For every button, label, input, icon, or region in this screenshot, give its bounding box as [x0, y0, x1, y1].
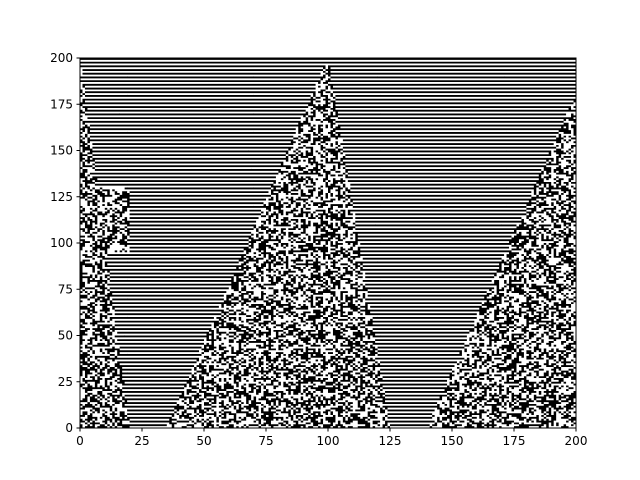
y-tick-label: 150 — [50, 144, 73, 158]
y-tick-label: 25 — [58, 375, 73, 389]
x-tick-label: 200 — [565, 434, 588, 448]
x-tick-label: 175 — [503, 434, 526, 448]
plot-area — [79, 57, 577, 429]
y-tick-label: 0 — [65, 421, 73, 435]
y-tick-label: 125 — [50, 190, 73, 204]
y-tick-label: 75 — [58, 282, 73, 296]
y-tick-label: 200 — [50, 51, 73, 65]
x-tick-label: 25 — [134, 434, 149, 448]
y-tick-label: 50 — [58, 329, 73, 343]
x-tick-label: 50 — [196, 434, 211, 448]
x-tick-label: 75 — [258, 434, 273, 448]
x-axis: 0 25 50 75 100 125 150 175 200 — [76, 428, 587, 448]
x-tick-label: 150 — [441, 434, 464, 448]
x-tick-label: 100 — [317, 434, 340, 448]
heatmap-on-cells — [80, 59, 576, 428]
heatmap-cells — [80, 59, 576, 428]
x-tick-label: 0 — [76, 434, 84, 448]
y-axis: 0 25 50 75 100 125 150 175 200 — [50, 51, 80, 435]
x-tick-label: 125 — [379, 434, 402, 448]
y-tick-label: 175 — [50, 97, 73, 111]
y-tick-label: 100 — [50, 236, 73, 250]
